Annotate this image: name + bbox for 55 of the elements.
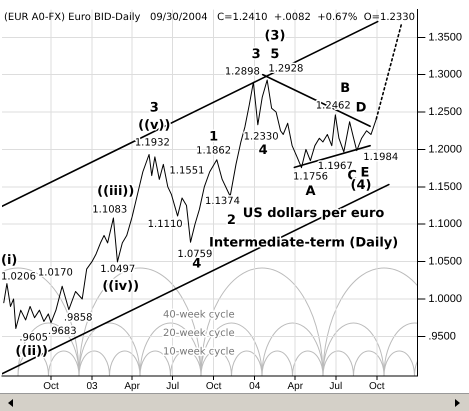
annotation: 4	[258, 143, 268, 158]
annotation: D	[356, 100, 367, 116]
annotation: 1.0497	[100, 264, 136, 275]
annotation: ((iii))	[97, 184, 134, 199]
annotation: 1.1862	[196, 145, 232, 156]
x-tick-label: 04	[249, 380, 261, 392]
y-tick-label: 1.3000	[428, 68, 462, 81]
annotation: 1.1756	[293, 172, 328, 183]
x-tick-label: Oct	[369, 380, 385, 392]
y-tick-label: 1.2000	[428, 143, 462, 156]
x-tick-label: Apr	[124, 380, 141, 392]
annotation: 40-week cycle	[162, 309, 235, 320]
annotation: 1	[209, 129, 218, 144]
y-tick-label: 1.2500	[428, 106, 462, 118]
annotation: B	[340, 80, 350, 96]
y-tick-label: 1.0000	[428, 293, 462, 306]
x-tick-label: Jul	[166, 380, 180, 392]
annotation: .9858	[64, 312, 92, 324]
annotation: 5	[270, 46, 280, 62]
x-tick-label: Oct	[206, 380, 222, 392]
annotation: 1.2330	[244, 132, 279, 143]
annotation: 3	[252, 46, 261, 62]
annotation: .9683	[48, 326, 77, 337]
annotation: A	[306, 184, 316, 199]
annotation: 1.1932	[134, 138, 170, 149]
annotation: 3	[150, 100, 159, 116]
y-tick-label: .9500	[428, 330, 456, 342]
y-tick-label: 1.3500	[428, 31, 462, 44]
annotation: (3)	[264, 28, 286, 44]
annotation: 10-week cycle	[162, 346, 235, 358]
annotation: (i)	[1, 252, 18, 268]
annotation: E	[360, 165, 370, 180]
annotation: 20-week cycle	[162, 328, 235, 339]
annotation: 1.1374	[205, 196, 240, 207]
annotation: (4)	[350, 178, 372, 194]
annotation: 1.1083	[92, 204, 128, 216]
y-tick-label: 1.1000	[428, 218, 462, 230]
x-tick-label: 03	[86, 380, 98, 392]
chart-title: (EUR A0-FX) Euro BID-Daily 09/30/2004 C=1.2410 +.0082 +0.67% O=1.2330	[4, 12, 415, 24]
x-tick-label: Oct	[43, 380, 60, 392]
annotation: 1.2898	[224, 66, 260, 78]
annotation: 2	[226, 212, 236, 228]
annotation: 1.0170	[38, 268, 73, 279]
annotation: 1.1110	[148, 219, 183, 230]
annotation: .9605	[19, 332, 48, 344]
annotation: ((ii))	[15, 344, 48, 360]
y-tick-label: 1.1500	[428, 180, 462, 193]
annotation: 4	[192, 256, 202, 272]
x-tick-label: Jul	[329, 380, 342, 392]
x-tick-label: Apr	[287, 380, 304, 392]
annotation: 1.1984	[363, 152, 398, 164]
annotation: 1.1551	[169, 166, 204, 177]
annotation: 1.0206	[0, 272, 36, 283]
annotation: ((iv))	[102, 279, 140, 294]
y-tick-label: 1.0500	[428, 256, 462, 268]
